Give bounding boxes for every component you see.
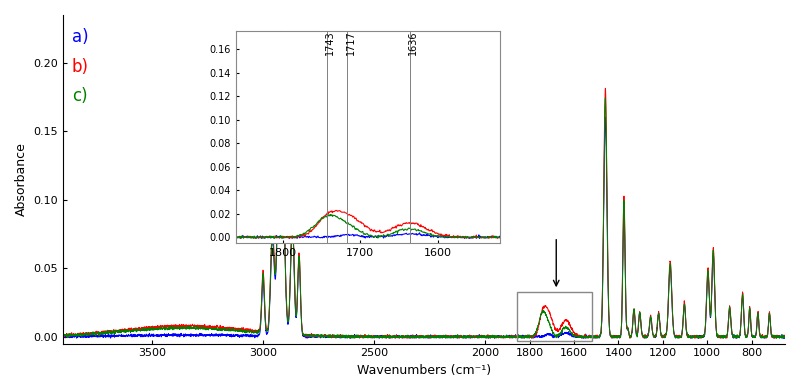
Text: 1743: 1743	[326, 30, 335, 55]
Text: c): c)	[72, 87, 87, 105]
Text: 1717: 1717	[346, 30, 355, 55]
Text: 1636: 1636	[408, 31, 418, 55]
Text: a): a)	[72, 28, 89, 46]
X-axis label: Wavenumbers (cm⁻¹): Wavenumbers (cm⁻¹)	[357, 364, 491, 377]
Y-axis label: Absorbance: Absorbance	[15, 142, 28, 216]
Bar	[518, 292, 592, 341]
Text: b): b)	[72, 58, 89, 76]
